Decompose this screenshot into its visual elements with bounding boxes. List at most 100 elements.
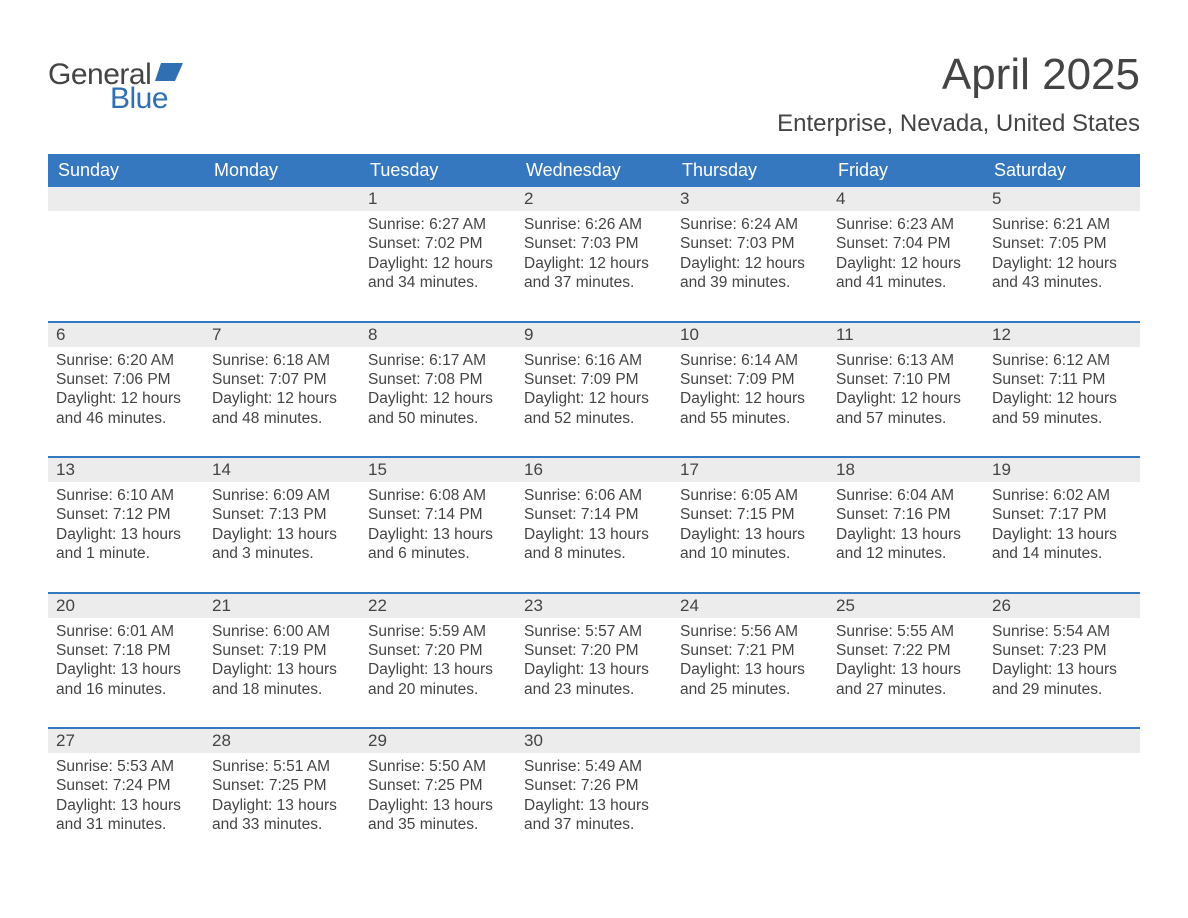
sunset-line: Sunset: 7:07 PM: [212, 370, 352, 389]
sunset-line: Sunset: 7:09 PM: [680, 370, 820, 389]
daylight-line: Daylight: 12 hours and 43 minutes.: [992, 254, 1132, 293]
sunrise-line: Sunrise: 6:02 AM: [992, 486, 1132, 505]
daylight-line: Daylight: 12 hours and 41 minutes.: [836, 254, 976, 293]
day-number-cell: 17: [672, 457, 828, 482]
day-content-cell: [48, 211, 204, 322]
content-row: Sunrise: 6:10 AMSunset: 7:12 PMDaylight:…: [48, 482, 1140, 593]
sunrise-line: Sunrise: 6:06 AM: [524, 486, 664, 505]
sunrise-line: Sunrise: 5:54 AM: [992, 622, 1132, 641]
sunrise-line: Sunrise: 6:10 AM: [56, 486, 196, 505]
weekday-header: Monday: [204, 154, 360, 187]
content-row: Sunrise: 5:53 AMSunset: 7:24 PMDaylight:…: [48, 753, 1140, 863]
weekday-header-row: Sunday Monday Tuesday Wednesday Thursday…: [48, 154, 1140, 187]
day-number-cell: 2: [516, 187, 672, 211]
sunset-line: Sunset: 7:25 PM: [212, 776, 352, 795]
sunset-line: Sunset: 7:16 PM: [836, 505, 976, 524]
sunset-line: Sunset: 7:20 PM: [524, 641, 664, 660]
weekday-header: Thursday: [672, 154, 828, 187]
daylight-line: Daylight: 13 hours and 35 minutes.: [368, 796, 508, 835]
day-number-cell: 23: [516, 593, 672, 618]
sunset-line: Sunset: 7:25 PM: [368, 776, 508, 795]
day-content-cell: Sunrise: 6:20 AMSunset: 7:06 PMDaylight:…: [48, 347, 204, 458]
daynum-row: 6789101112: [48, 322, 1140, 347]
logo: General Blue: [48, 58, 183, 116]
day-number-cell: 14: [204, 457, 360, 482]
day-number-cell: [672, 728, 828, 753]
sunset-line: Sunset: 7:08 PM: [368, 370, 508, 389]
daylight-line: Daylight: 13 hours and 6 minutes.: [368, 525, 508, 564]
day-number-cell: 29: [360, 728, 516, 753]
daylight-line: Daylight: 12 hours and 37 minutes.: [524, 254, 664, 293]
sunset-line: Sunset: 7:23 PM: [992, 641, 1132, 660]
sunrise-line: Sunrise: 6:24 AM: [680, 215, 820, 234]
day-number-cell: 27: [48, 728, 204, 753]
content-row: Sunrise: 6:01 AMSunset: 7:18 PMDaylight:…: [48, 618, 1140, 729]
sunset-line: Sunset: 7:18 PM: [56, 641, 196, 660]
sunrise-line: Sunrise: 6:14 AM: [680, 351, 820, 370]
day-content-cell: Sunrise: 5:55 AMSunset: 7:22 PMDaylight:…: [828, 618, 984, 729]
day-content-cell: Sunrise: 6:06 AMSunset: 7:14 PMDaylight:…: [516, 482, 672, 593]
sunrise-line: Sunrise: 6:17 AM: [368, 351, 508, 370]
day-content-cell: Sunrise: 6:18 AMSunset: 7:07 PMDaylight:…: [204, 347, 360, 458]
day-number-cell: 24: [672, 593, 828, 618]
daylight-line: Daylight: 13 hours and 29 minutes.: [992, 660, 1132, 699]
day-content-cell: Sunrise: 5:59 AMSunset: 7:20 PMDaylight:…: [360, 618, 516, 729]
sunrise-line: Sunrise: 6:16 AM: [524, 351, 664, 370]
sunset-line: Sunset: 7:21 PM: [680, 641, 820, 660]
day-number-cell: 3: [672, 187, 828, 211]
sunrise-line: Sunrise: 6:21 AM: [992, 215, 1132, 234]
day-content-cell: Sunrise: 5:54 AMSunset: 7:23 PMDaylight:…: [984, 618, 1140, 729]
sunrise-line: Sunrise: 5:59 AM: [368, 622, 508, 641]
day-content-cell: Sunrise: 6:08 AMSunset: 7:14 PMDaylight:…: [360, 482, 516, 593]
day-content-cell: [672, 753, 828, 863]
daylight-line: Daylight: 12 hours and 55 minutes.: [680, 389, 820, 428]
day-number-cell: 13: [48, 457, 204, 482]
sunrise-line: Sunrise: 5:55 AM: [836, 622, 976, 641]
day-number-cell: 5: [984, 187, 1140, 211]
sunrise-line: Sunrise: 6:23 AM: [836, 215, 976, 234]
sunrise-line: Sunrise: 6:04 AM: [836, 486, 976, 505]
day-number-cell: [48, 187, 204, 211]
day-number-cell: 20: [48, 593, 204, 618]
day-number-cell: [984, 728, 1140, 753]
sunset-line: Sunset: 7:03 PM: [680, 234, 820, 253]
weekday-header: Sunday: [48, 154, 204, 187]
sunrise-line: Sunrise: 6:13 AM: [836, 351, 976, 370]
daylight-line: Daylight: 13 hours and 16 minutes.: [56, 660, 196, 699]
day-number-cell: 6: [48, 322, 204, 347]
daylight-line: Daylight: 13 hours and 3 minutes.: [212, 525, 352, 564]
sunset-line: Sunset: 7:19 PM: [212, 641, 352, 660]
day-content-cell: Sunrise: 6:09 AMSunset: 7:13 PMDaylight:…: [204, 482, 360, 593]
day-content-cell: Sunrise: 6:17 AMSunset: 7:08 PMDaylight:…: [360, 347, 516, 458]
header: General Blue April 2025 Enterprise, Neva…: [48, 40, 1140, 138]
sunrise-line: Sunrise: 5:51 AM: [212, 757, 352, 776]
day-content-cell: Sunrise: 6:24 AMSunset: 7:03 PMDaylight:…: [672, 211, 828, 322]
daylight-line: Daylight: 13 hours and 23 minutes.: [524, 660, 664, 699]
daynum-row: 20212223242526: [48, 593, 1140, 618]
day-number-cell: 22: [360, 593, 516, 618]
sunrise-line: Sunrise: 6:08 AM: [368, 486, 508, 505]
day-number-cell: 1: [360, 187, 516, 211]
daylight-line: Daylight: 12 hours and 48 minutes.: [212, 389, 352, 428]
sunrise-line: Sunrise: 6:20 AM: [56, 351, 196, 370]
sunrise-line: Sunrise: 6:00 AM: [212, 622, 352, 641]
day-content-cell: Sunrise: 5:57 AMSunset: 7:20 PMDaylight:…: [516, 618, 672, 729]
day-number-cell: 8: [360, 322, 516, 347]
day-content-cell: Sunrise: 5:49 AMSunset: 7:26 PMDaylight:…: [516, 753, 672, 863]
day-content-cell: Sunrise: 6:04 AMSunset: 7:16 PMDaylight:…: [828, 482, 984, 593]
day-number-cell: 16: [516, 457, 672, 482]
daylight-line: Daylight: 13 hours and 33 minutes.: [212, 796, 352, 835]
daylight-line: Daylight: 13 hours and 18 minutes.: [212, 660, 352, 699]
sunrise-line: Sunrise: 5:53 AM: [56, 757, 196, 776]
sunrise-line: Sunrise: 6:01 AM: [56, 622, 196, 641]
sunset-line: Sunset: 7:14 PM: [368, 505, 508, 524]
title-block: April 2025 Enterprise, Nevada, United St…: [777, 40, 1140, 138]
sunset-line: Sunset: 7:17 PM: [992, 505, 1132, 524]
sunrise-line: Sunrise: 5:50 AM: [368, 757, 508, 776]
daylight-line: Daylight: 13 hours and 8 minutes.: [524, 525, 664, 564]
day-content-cell: Sunrise: 6:05 AMSunset: 7:15 PMDaylight:…: [672, 482, 828, 593]
logo-text-blue: Blue: [110, 82, 168, 116]
day-number-cell: 26: [984, 593, 1140, 618]
sunrise-line: Sunrise: 6:05 AM: [680, 486, 820, 505]
daylight-line: Daylight: 12 hours and 57 minutes.: [836, 389, 976, 428]
